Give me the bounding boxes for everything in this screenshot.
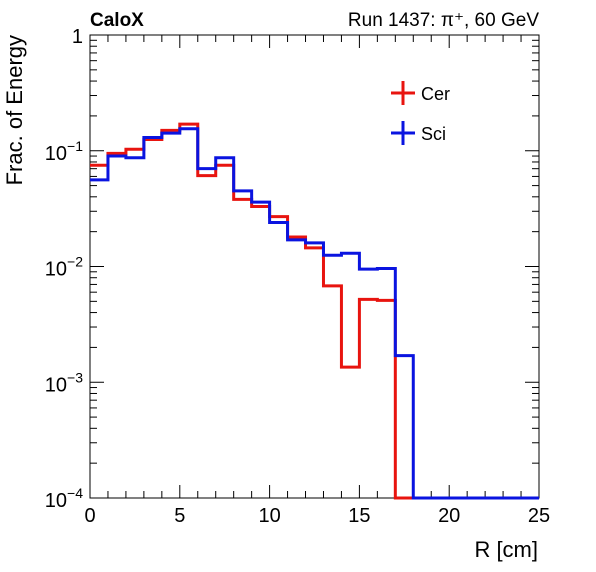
plot-frame [89,34,540,499]
legend-label: Sci [421,124,446,144]
y-tick-label: 10−2 [45,254,83,281]
x-tick-label: 5 [174,505,185,527]
y-tick-label: 10−3 [45,369,83,396]
x-tick-label: 25 [528,505,550,527]
legend-entry-cer: Cer [391,81,450,105]
y-axis-title: Frac. of Energy [2,35,27,185]
header-left-title: CaloX [90,10,144,31]
series-layer [90,122,539,500]
series-line-cer [90,122,539,500]
series-line-sci [90,127,539,500]
legend: Cer Sci [391,81,450,145]
y-tick-label: 10−1 [45,138,83,165]
legend-label: Cer [421,84,450,104]
x-tick-label: 20 [438,505,460,527]
x-axis-title: R [cm] [474,537,538,562]
axis-ticks [89,34,540,499]
y-tick-labels: 1 10−1 10−2 10−3 10−4 [45,26,83,512]
x-tick-labels: 0 5 10 15 20 25 [84,505,550,527]
header-right-title: Run 1437: π⁺, 60 GeV [348,10,539,31]
y-tick-label: 10−4 [45,485,83,512]
x-tick-label: 0 [84,505,95,527]
x-tick-label: 10 [258,505,280,527]
y-tick-label: 1 [72,26,83,48]
legend-entry-sci: Sci [391,121,446,145]
x-tick-label: 15 [348,505,370,527]
